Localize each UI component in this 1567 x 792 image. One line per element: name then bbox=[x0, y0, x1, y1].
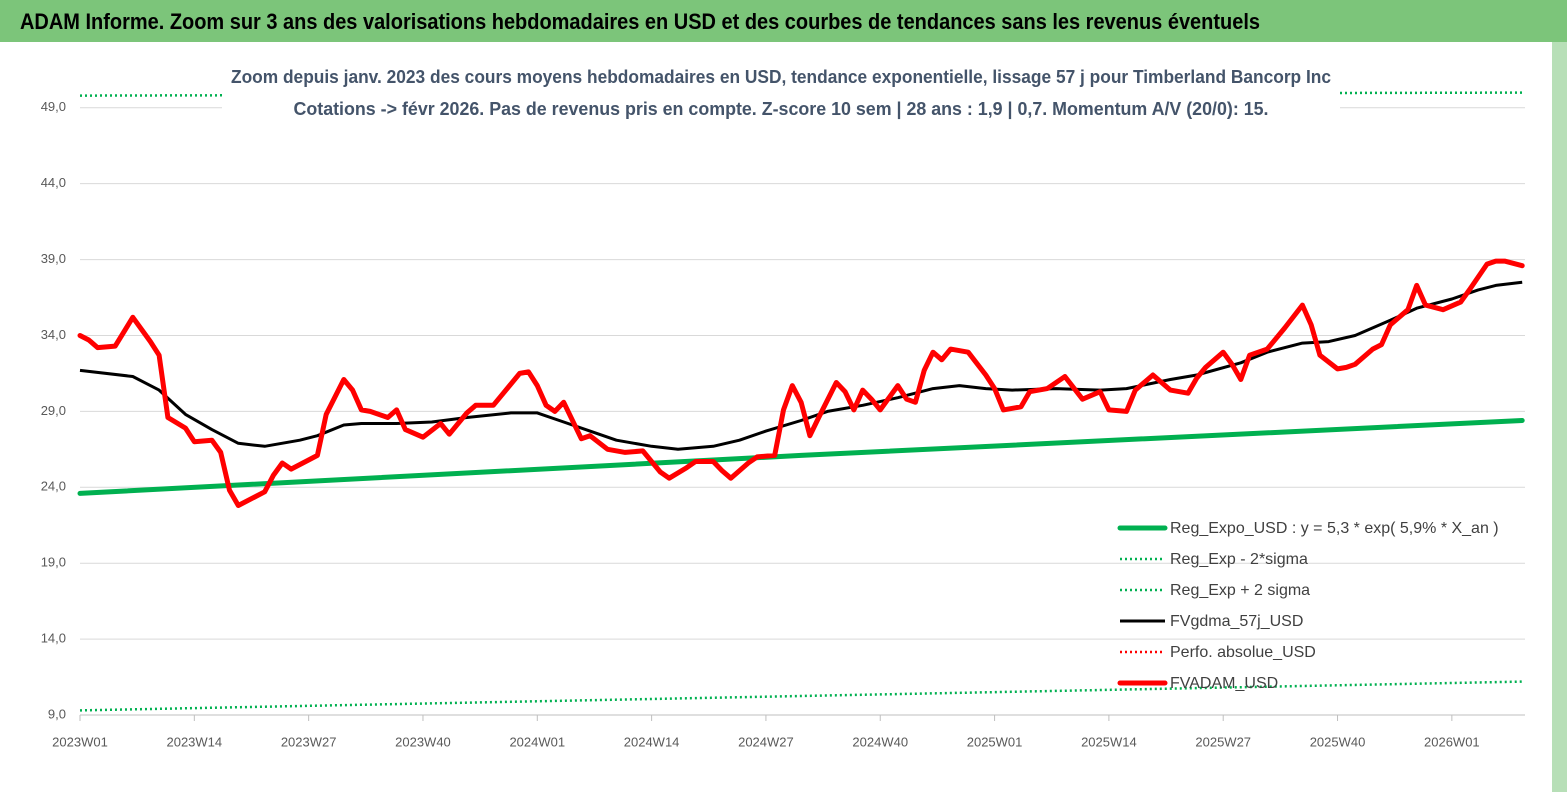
x-tick-label: 2024W40 bbox=[852, 734, 908, 749]
series-line bbox=[77, 258, 1525, 508]
x-tick-label: 2023W40 bbox=[395, 734, 451, 749]
legend-label: Reg_Exp + 2 sigma bbox=[1170, 582, 1310, 599]
y-tick-label: 34,0 bbox=[41, 327, 66, 342]
x-tick-label: 2024W27 bbox=[738, 734, 794, 749]
y-tick-label: 9,0 bbox=[48, 706, 66, 721]
legend-label: Reg_Exp - 2*sigma bbox=[1170, 551, 1308, 568]
y-tick-label: 39,0 bbox=[41, 251, 66, 266]
x-tick-label: 2025W40 bbox=[1310, 734, 1366, 749]
subtitle-line: Zoom depuis janv. 2023 des cours moyens … bbox=[231, 67, 1331, 87]
x-tick-label: 2024W01 bbox=[509, 734, 565, 749]
y-tick-label: 44,0 bbox=[41, 175, 66, 190]
x-tick-label: 2023W14 bbox=[166, 734, 222, 749]
title-bar bbox=[0, 0, 1567, 42]
y-tick-label: 29,0 bbox=[41, 403, 66, 418]
grid: 9,0 14,0 19,0 24,0 29,0 34,0 39,0 44,0 49,0 2023W… bbox=[41, 99, 1525, 749]
frame-edge bbox=[1552, 42, 1567, 792]
x-tick-label: 2024W14 bbox=[624, 734, 680, 749]
subtitle-box: Zoom depuis janv. 2023 des cours moyens … bbox=[222, 58, 1340, 128]
x-tick-label: 2026W01 bbox=[1424, 734, 1480, 749]
y-tick-label: 24,0 bbox=[41, 479, 66, 494]
series-line bbox=[79, 280, 1523, 451]
series-line bbox=[79, 680, 1523, 712]
chart-title: ADAM Informe. Zoom sur 3 ans des valoris… bbox=[20, 9, 1260, 34]
x-tick-label: 2023W27 bbox=[281, 734, 337, 749]
x-tick-label: 2025W14 bbox=[1081, 734, 1137, 749]
legend-label: Perfo. absolue_USD bbox=[1170, 644, 1316, 661]
x-tick-label: 2025W01 bbox=[967, 734, 1023, 749]
series-line bbox=[77, 418, 1525, 496]
y-tick-label: 49,0 bbox=[41, 99, 66, 114]
subtitle-line: Cotations -> févr 2026. Pas de revenus p… bbox=[294, 99, 1269, 119]
legend: Reg_Expo_USD : y = 5,3 * exp( 5,9% * X_a… bbox=[1117, 520, 1499, 692]
legend-label: FVgdma_57j_USD bbox=[1170, 613, 1303, 630]
x-tick-label: 2025W27 bbox=[1195, 734, 1251, 749]
subtitle-background bbox=[222, 58, 1340, 128]
legend-label: Reg_Expo_USD : y = 5,3 * exp( 5,9% * X_a… bbox=[1170, 520, 1499, 537]
x-tick-label: 2023W01 bbox=[52, 734, 108, 749]
y-tick-label: 19,0 bbox=[41, 555, 66, 570]
y-tick-label: 14,0 bbox=[41, 631, 66, 646]
legend-label: FVADAM_USD bbox=[1170, 675, 1278, 692]
